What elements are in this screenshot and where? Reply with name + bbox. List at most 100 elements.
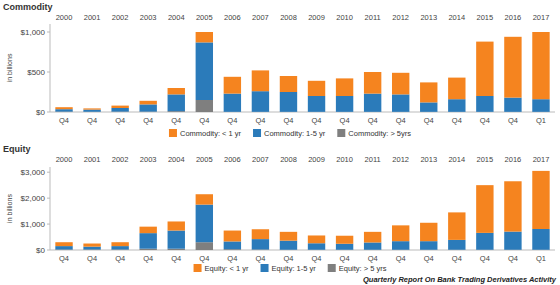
- bars: [55, 171, 549, 250]
- x-quarter-label: Q4: [227, 116, 237, 125]
- legend-swatch: [194, 264, 202, 272]
- bar-segment: [448, 240, 465, 250]
- x-quarter-label: Q4: [143, 254, 153, 263]
- x-quarter-label: Q4: [508, 254, 518, 263]
- x-quarter-label: Q4: [340, 116, 350, 125]
- bar-segment: [532, 32, 549, 99]
- legend-label: Commodity: 1-5 yr: [264, 129, 326, 138]
- bar-segment: [448, 99, 465, 112]
- chart-panel: Commodity$0$500$1,000in billions2000Q420…: [3, 2, 555, 138]
- x-category-label: 2008: [280, 155, 297, 164]
- x-category-label: 2015: [477, 155, 494, 164]
- bar-segment: [336, 96, 353, 112]
- x-quarter-label: Q4: [87, 254, 97, 263]
- bar-segment: [504, 37, 521, 98]
- x-category-label: 2010: [336, 155, 353, 164]
- x-category-label: 2017: [533, 13, 550, 22]
- y-axis-label: in billions: [6, 53, 13, 82]
- bar-segment: [392, 73, 409, 95]
- bar-segment: [504, 98, 521, 112]
- legend-swatch: [169, 129, 177, 137]
- bar-segment: [168, 231, 185, 249]
- bar-segment: [448, 78, 465, 100]
- x-quarter-label: Q4: [396, 254, 406, 263]
- bar-segment: [308, 81, 325, 96]
- y-tick-label: $2,000: [21, 194, 46, 203]
- bar-segment: [196, 32, 213, 42]
- legend-label: Equity: > 5 yrs: [339, 264, 387, 273]
- legend: Equity: < 1 yrEquity: 1-5 yrEquity: > 5 …: [194, 264, 387, 273]
- bar-segment: [83, 108, 100, 109]
- y-tick: [47, 72, 50, 73]
- bar-segment: [168, 249, 185, 250]
- bar-segment: [252, 239, 269, 249]
- x-quarter-label: Q4: [59, 116, 69, 125]
- x-category-label: 2015: [477, 13, 494, 22]
- x-category-label: 2000: [56, 13, 73, 22]
- x-quarter-label: Q4: [368, 116, 378, 125]
- y-tick: [47, 224, 50, 225]
- y-tick-label: $0: [36, 246, 45, 255]
- bar-segment: [392, 225, 409, 241]
- x-category-label: 2003: [140, 155, 157, 164]
- x-quarter-label: Q4: [283, 254, 293, 263]
- y-tick: [47, 172, 50, 173]
- bar-segment: [224, 77, 241, 94]
- bar-segment: [532, 171, 549, 229]
- x-quarter-label: Q4: [115, 116, 125, 125]
- x-category-label: 2014: [448, 13, 465, 22]
- x-quarter-label: Q4: [171, 116, 181, 125]
- x-category-label: 2001: [84, 13, 101, 22]
- bar-segment: [139, 249, 156, 250]
- bar-segment: [252, 91, 269, 112]
- bar-segment: [83, 110, 100, 112]
- bar-segment: [196, 205, 213, 243]
- x-category-label: 2009: [308, 13, 325, 22]
- y-tick: [47, 198, 50, 199]
- bar-segment: [280, 76, 297, 92]
- x-category-label: 2005: [196, 155, 213, 164]
- bar-segment: [224, 94, 241, 112]
- y-axis-label: in billions: [6, 194, 13, 223]
- x-quarter-label: Q4: [452, 116, 462, 125]
- x-quarter-label: Q4: [508, 116, 518, 125]
- y-tick-label: $0: [36, 108, 45, 117]
- bar-segment: [532, 229, 549, 250]
- x-category-label: 2012: [392, 155, 409, 164]
- legend-swatch: [261, 264, 269, 272]
- x-category-label: 2003: [140, 13, 157, 22]
- bar-segment: [280, 232, 297, 241]
- bar-segment: [196, 42, 213, 100]
- x-category-label: 2010: [336, 13, 353, 22]
- bar-segment: [252, 229, 269, 239]
- x-category-label: 2011: [365, 155, 381, 164]
- x-quarter-label: Q4: [424, 254, 434, 263]
- x-category-label: 2011: [365, 13, 381, 22]
- bar-segment: [420, 102, 437, 111]
- x-category-label: 2008: [280, 13, 297, 22]
- bar-segment: [392, 94, 409, 111]
- bar-segment: [420, 82, 437, 102]
- x-category-label: 2006: [224, 155, 241, 164]
- x-category-label: 2004: [168, 155, 185, 164]
- x-quarter-label: Q4: [171, 254, 181, 263]
- footer: Quarterly Report On Bank Trading Derivat…: [363, 275, 557, 284]
- x-quarter-label: Q4: [480, 254, 490, 263]
- legend-swatch: [328, 264, 336, 272]
- y-tick: [47, 250, 50, 251]
- bar-segment: [55, 109, 72, 111]
- legend-label: Equity: < 1 yr: [205, 264, 249, 273]
- bars: [55, 32, 549, 112]
- y-tick-label: $3,000: [21, 168, 46, 177]
- chart-title: Commodity: [3, 2, 53, 12]
- x-quarter-label: Q4: [396, 116, 406, 125]
- bar-segment: [476, 42, 493, 96]
- legend-label: Commodity: < 1 yr: [180, 129, 242, 138]
- bar-segment: [392, 241, 409, 250]
- x-quarter-label: Q4: [368, 254, 378, 263]
- bar-segment: [111, 106, 128, 108]
- x-quarter-label: Q4: [87, 116, 97, 125]
- bar-segment: [420, 241, 437, 250]
- x-category-label: 2009: [308, 155, 325, 164]
- bar-segment: [308, 243, 325, 249]
